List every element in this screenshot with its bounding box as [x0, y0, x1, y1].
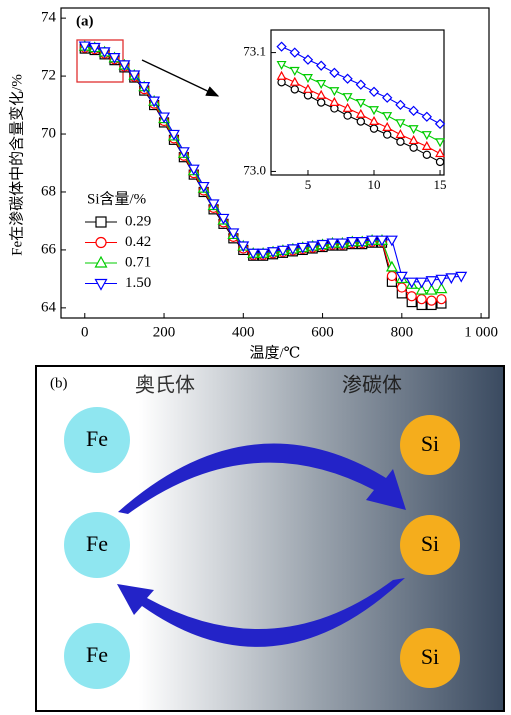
- marker: [436, 158, 443, 165]
- x-tick-label: 15: [434, 177, 447, 192]
- marker: [370, 125, 377, 132]
- x-tick-label: 800: [391, 324, 414, 340]
- marker: [357, 118, 364, 125]
- zoom-arrow: [142, 60, 218, 96]
- x-tick-label: 10: [368, 177, 381, 192]
- x-tick-label: 200: [153, 324, 176, 340]
- atom-label: Fe: [86, 531, 108, 556]
- panel-label: (b): [50, 375, 68, 391]
- marker: [410, 144, 417, 151]
- legend-label: 0.71: [125, 254, 151, 270]
- x-axis-label: 温度/℃: [250, 344, 301, 361]
- x-tick-label: 1 000: [464, 324, 498, 340]
- marker: [423, 151, 430, 158]
- x-tick-label: 5: [305, 177, 312, 192]
- atom-label: Si: [421, 431, 439, 456]
- legend-label: 0.42: [125, 234, 151, 250]
- panel-b: (b) 奥氏体 渗碳体 Fe Fe Fe Si Si Si: [36, 366, 504, 711]
- atom-label: Fe: [86, 642, 108, 667]
- atom-label: Si: [421, 531, 439, 556]
- marker: [96, 238, 106, 248]
- y-tick-label: 70: [41, 125, 56, 141]
- figure: (a) 温度/℃ Fe在渗碳体中的含量变化/% (b) 奥氏体 渗碳体 Fe F…: [0, 0, 511, 715]
- marker: [397, 283, 406, 292]
- marker: [397, 138, 404, 145]
- y-axis-label: Fe在渗碳体中的含量变化/%: [8, 74, 25, 256]
- marker: [437, 295, 446, 304]
- left-title: 奥氏体: [135, 374, 195, 397]
- x-tick-label: 0: [81, 324, 89, 340]
- panel-label: (a): [76, 13, 94, 29]
- marker: [407, 292, 416, 301]
- marker: [387, 271, 396, 280]
- marker: [384, 131, 391, 138]
- marker: [96, 217, 106, 227]
- x-tick-label: 600: [311, 324, 334, 340]
- page: {"chart_data": [ {"type": "line", "label…: [0, 0, 511, 715]
- y-tick-label: 74: [41, 10, 57, 26]
- x-tick-label: 400: [232, 324, 255, 340]
- y-tick-label: 66: [41, 241, 57, 257]
- legend-title: Si含量/%: [87, 190, 146, 207]
- right-title: 渗碳体: [342, 374, 402, 397]
- y-tick-label: 64: [41, 299, 57, 315]
- marker: [318, 99, 325, 106]
- marker: [291, 86, 298, 93]
- marker: [344, 112, 351, 119]
- y-tick-label: 68: [41, 183, 56, 199]
- marker: [427, 296, 436, 305]
- legend-label: 1.50: [125, 275, 151, 291]
- marker: [417, 295, 426, 304]
- legend-label: 0.29: [125, 213, 151, 229]
- y-tick-label: 73.0: [243, 162, 266, 177]
- marker: [96, 280, 107, 290]
- marker: [387, 236, 397, 245]
- atom-label: Si: [421, 644, 439, 669]
- marker: [96, 257, 107, 267]
- atom-label: Fe: [86, 426, 108, 451]
- marker: [417, 278, 427, 287]
- y-tick-label: 73.1: [243, 44, 266, 59]
- y-tick-label: 72: [41, 68, 56, 84]
